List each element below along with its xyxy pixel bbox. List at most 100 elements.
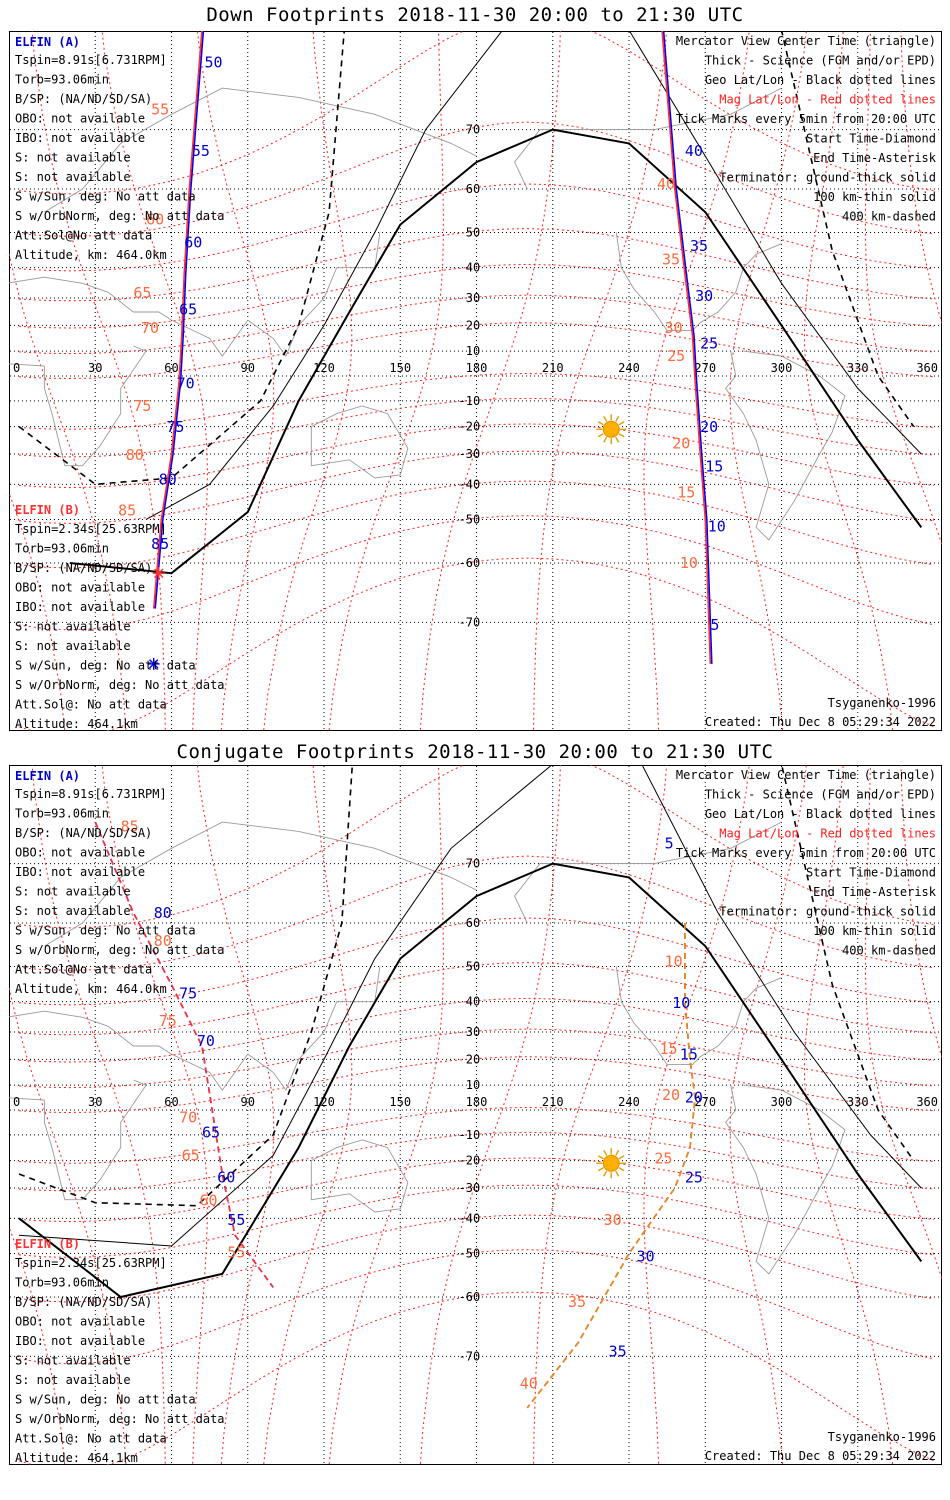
elfin-a-info-line: IBO: not available — [15, 131, 145, 145]
track-label-elfin-a: 30 — [695, 287, 713, 305]
mag-lat-line — [18, 31, 935, 195]
sun-icon — [596, 1148, 627, 1179]
track-label-elfin-a: 55 — [192, 142, 210, 160]
coastline — [514, 87, 782, 190]
lon-tick-label: 180 — [466, 361, 488, 375]
lon-tick-label: 300 — [771, 361, 793, 375]
panel-title-down: Down Footprints 2018-11-30 20:00 to 21:3… — [206, 4, 744, 26]
coastline — [725, 350, 846, 541]
mag-lat-line — [18, 997, 935, 1063]
lat-tick-label: -30 — [459, 447, 481, 461]
lat-tick-label: 10 — [466, 1078, 480, 1092]
lon-tick-label: 150 — [389, 361, 411, 375]
elfin-a-info-line: IBO: not available — [15, 865, 145, 879]
track-label-elfin-b: 80 — [154, 932, 172, 950]
sun-ray — [597, 433, 604, 438]
elfin-b-info-line: Tspin=2.34s[25.63RPM] — [15, 1256, 167, 1270]
coastline — [514, 821, 782, 924]
lon-tick-label: 330 — [847, 1095, 869, 1109]
legend: Mercator View Center Time (triangle) Thic… — [676, 34, 937, 224]
lat-tick-label: 70 — [466, 857, 480, 871]
sun-ray — [618, 421, 625, 426]
legend-entry: Terminator: ground-thick solid — [719, 905, 936, 919]
asterisk-stroke — [154, 568, 164, 578]
track-label-elfin-b: 25 — [654, 1149, 672, 1167]
elfin-a-info-line: OBO: not available — [15, 846, 145, 860]
lon-tick-label: 90 — [241, 361, 255, 375]
mag-lon-line — [803, 31, 894, 731]
sun-ray — [615, 1149, 620, 1156]
panel-frame — [9, 31, 942, 731]
satellite-tracks — [94, 821, 696, 1409]
track-label-elfin-a: 5 — [665, 834, 674, 852]
sun-ray — [615, 1170, 620, 1177]
elfin-b-info-line: B/SP: (NA/ND/SD/SA) — [15, 1295, 152, 1309]
elfin-b-info-line: S: not available — [15, 639, 131, 653]
lat-tick-label: -50 — [459, 1247, 481, 1261]
lon-tick-label: 300 — [771, 1095, 793, 1109]
mag-lat-line — [18, 372, 935, 430]
sun-ray — [603, 415, 608, 422]
info-block-elfin-a: ELFIN (A) Tspin=8.91s[6.731RPM] Torb=93.06… — [15, 769, 225, 996]
legend-entry: Mercator View Center Time (triangle) — [676, 768, 936, 782]
track-label-elfin-a: 5 — [710, 616, 719, 634]
created-timestamp: Created: Thu Dec 8 05:29:34 2022 — [705, 1449, 936, 1463]
lon-tick-label: 120 — [313, 361, 335, 375]
lat-tick-label: -10 — [459, 394, 481, 408]
mag-lat-line — [18, 1291, 935, 1465]
mag-lon-line — [533, 765, 668, 1465]
elfin-a-info-line: Altitude, km: 464.0km — [15, 248, 167, 262]
end-time-asterisk-icon — [152, 567, 165, 580]
elfin-a-info-line: Tspin=8.91s[6.731RPM] — [15, 53, 167, 67]
lon-tick-label: 0 — [13, 1095, 20, 1109]
lon-tick-label: 120 — [313, 1095, 335, 1109]
elfin-a-info-line: S: not available — [15, 885, 131, 899]
legend-entry: Tick Marks every 5min from 20:00 UTC — [676, 112, 936, 126]
track-labels-elfin-a: 50 55 60 65 70 75 80 85 40 35 30 25 20 15 10 5 — [151, 54, 726, 634]
elfin-b-info-line: OBO: not available — [15, 1315, 145, 1329]
elfin-b-info-line: S w/OrbNorm, deg: No att data — [15, 678, 225, 692]
sun-ray — [618, 1155, 625, 1160]
lat-tick-label: 30 — [466, 1025, 480, 1039]
legend-entry: Mag Lat/Lon - Red dotted lines — [719, 827, 936, 841]
elfin-a-name: ELFIN (A) — [15, 769, 80, 783]
lon-tick-label: 360 — [916, 1095, 938, 1109]
elfin-b-info-line: S w/Sun, deg: No att data — [15, 1393, 196, 1407]
elfin-a-info-line: S w/Sun, deg: No att data — [15, 190, 196, 204]
track-label-elfin-a: 80 — [154, 904, 172, 922]
legend-entry: Geo Lat/Lon - Black dotted lines — [705, 73, 936, 87]
elfin-b-info-line: B/SP: (NA/ND/SD/SA) — [15, 561, 152, 575]
mag-lon-line — [643, 31, 750, 731]
elfin-a-info-line: B/SP: (NA/ND/SD/SA) — [15, 826, 152, 840]
coastline — [9, 1079, 147, 1201]
elfin-a-info-line: S w/OrbNorm, deg: No att data — [15, 209, 225, 223]
track-label-elfin-a: 30 — [637, 1247, 655, 1265]
terminator-400-km — [18, 765, 915, 1207]
model-name: Tsyganenko-1996 — [828, 1430, 936, 1444]
panel-frame — [9, 765, 942, 1465]
track-label-elfin-b: 10 — [665, 952, 683, 970]
track-label-elfin-b: 15 — [677, 484, 695, 502]
track-label-elfin-b: 35 — [568, 1293, 586, 1311]
track-label-elfin-a: 10 — [672, 994, 690, 1012]
mag-lon-line — [263, 31, 353, 731]
legend-entry: Geo Lat/Lon - Black dotted lines — [705, 807, 936, 821]
sun-disk — [602, 420, 620, 438]
track-label-elfin-a: 20 — [700, 418, 718, 436]
track-label-elfin-a: 15 — [705, 458, 723, 476]
elfin-b-name: ELFIN (B) — [15, 503, 80, 517]
track-label-elfin-a: 85 — [103, 765, 121, 768]
track-label-elfin-a: 65 — [202, 1123, 220, 1141]
sun-ray — [603, 1170, 608, 1177]
track-label-elfin-b: 65 — [182, 1147, 200, 1165]
mag-lon-line — [263, 765, 353, 1465]
track-label-elfin-b: 75 — [133, 397, 151, 415]
sun-icon — [596, 414, 627, 445]
coastline — [310, 1139, 409, 1213]
track-label-elfin-a: 75 — [179, 984, 197, 1002]
elfin-b-info-line: Altitude: 464.1km — [15, 717, 138, 731]
lon-tick-label: 270 — [694, 1095, 716, 1109]
track-label-elfin-a: 40 — [685, 142, 703, 160]
mag-lat-line — [18, 322, 935, 380]
sun-ray — [618, 1167, 625, 1172]
